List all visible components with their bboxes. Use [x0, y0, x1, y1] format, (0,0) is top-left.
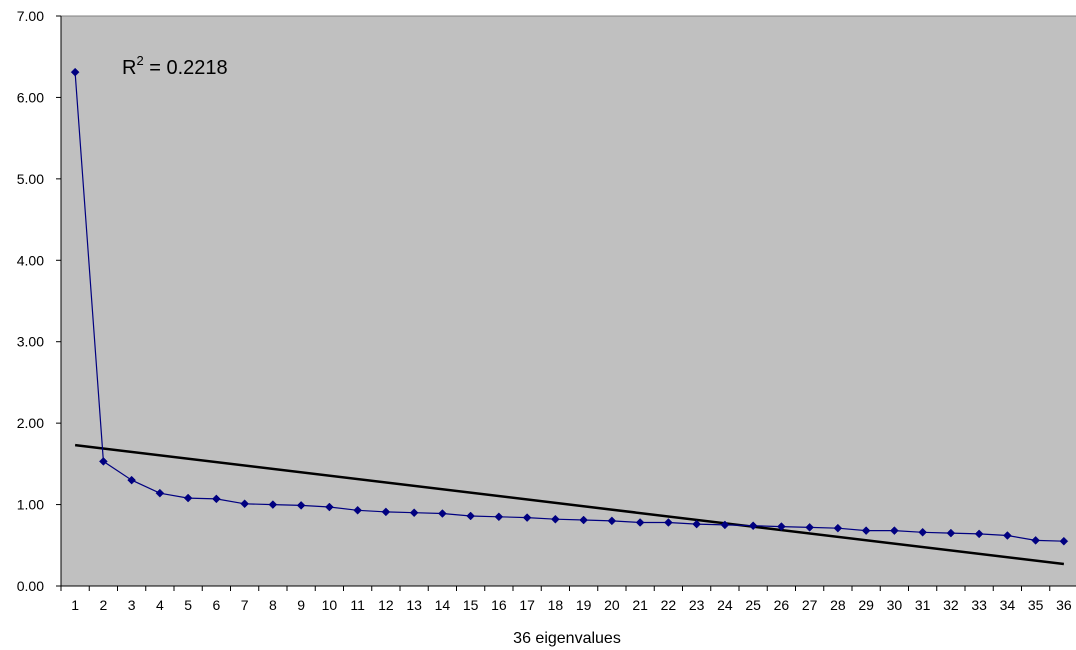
data-point-marker	[381, 507, 391, 517]
data-point-marker	[127, 475, 136, 485]
x-tick-label: 15	[463, 597, 479, 613]
x-tick-label: 3	[128, 597, 136, 613]
data-point-marker	[720, 520, 730, 530]
plot-area	[60, 15, 1076, 587]
series-line	[74, 72, 1064, 542]
data-point-marker	[70, 67, 80, 77]
r-squared-prefix: R	[122, 57, 136, 79]
x-tick-label: 19	[576, 597, 592, 613]
x-tick-label: 35	[1028, 597, 1044, 613]
data-point-marker	[325, 502, 334, 512]
data-point-marker	[522, 513, 532, 522]
data-point-marker	[353, 505, 362, 515]
data-point-marker	[918, 527, 927, 537]
data-point-marker	[183, 493, 193, 503]
y-tick-label: 4.00	[17, 252, 44, 268]
r-squared-value: = 0.2218	[144, 57, 228, 79]
series-layer	[70, 67, 1069, 546]
x-tick-label: 22	[661, 597, 677, 613]
x-tick-label: 32	[943, 597, 959, 613]
trendline-layer	[74, 443, 1065, 566]
data-point-marker	[1031, 536, 1040, 545]
y-tick-label: 6.00	[17, 89, 44, 105]
data-point-marker	[99, 457, 108, 466]
x-tick-label: 18	[548, 597, 564, 613]
data-point-marker	[833, 523, 843, 533]
x-tick-label: 9	[297, 597, 305, 613]
x-tick-label: 27	[802, 597, 818, 613]
y-tick-label: 1.00	[17, 497, 44, 513]
x-tick-label: 16	[491, 597, 507, 613]
data-point-marker	[777, 522, 786, 531]
data-point-marker	[635, 518, 645, 527]
r-squared-annotation: R2 = 0.2218	[122, 53, 228, 79]
x-tick-label: 8	[269, 597, 277, 613]
data-point-marker	[579, 515, 588, 525]
y-tick-label: 5.00	[17, 171, 44, 187]
data-point-marker	[212, 494, 221, 504]
data-point-marker	[692, 519, 701, 529]
data-point-marker	[974, 529, 984, 539]
r-squared-superscript: 2	[136, 53, 143, 68]
x-axis: 1 2 3 4 5 6 7 8 9 10 11 12 13 14 15 16 17 18 19 20 21 22 23 24 2…	[60, 585, 1076, 613]
x-tick-label: 13	[406, 597, 422, 613]
data-point-marker	[946, 528, 956, 538]
x-tick-label: 23	[689, 597, 705, 613]
x-tick-label: 26	[774, 597, 790, 613]
x-tick-label: 34	[1000, 597, 1016, 613]
x-tick-label: 33	[971, 597, 987, 613]
y-axis: 0.00 1.00 2.00 3.00 4.00 5.00 6.00 7.00	[17, 8, 62, 594]
x-tick-label: 29	[858, 597, 874, 613]
x-tick-label: 14	[435, 597, 451, 613]
data-point-marker	[551, 514, 560, 524]
data-point-marker	[805, 523, 814, 532]
data-point-marker	[296, 501, 306, 510]
data-point-marker	[1003, 531, 1012, 540]
data-point-marker	[409, 508, 419, 518]
data-point-marker	[861, 526, 871, 535]
data-point-marker	[466, 511, 475, 521]
x-tick-label: 17	[519, 597, 535, 613]
x-tick-label: 36	[1056, 597, 1072, 613]
x-tick-label: 24	[717, 597, 733, 613]
data-point-marker	[748, 521, 758, 531]
linear-trendline	[74, 443, 1065, 566]
x-tick-label: 11	[350, 597, 365, 613]
data-point-marker	[240, 499, 249, 509]
x-tick-label: 4	[156, 597, 164, 613]
x-tick-label: 7	[241, 597, 249, 613]
data-point-marker	[607, 516, 617, 526]
x-tick-label: 28	[830, 597, 846, 613]
data-point-marker	[155, 488, 165, 498]
data-point-marker	[438, 509, 447, 518]
x-tick-label: 21	[632, 597, 648, 613]
x-tick-label: 30	[887, 597, 903, 613]
y-tick-label: 7.00	[17, 8, 44, 24]
y-tick-label: 0.00	[17, 578, 44, 594]
data-point-marker	[890, 526, 899, 535]
x-tick-label: 31	[915, 597, 931, 613]
y-tick-label: 3.00	[17, 334, 44, 350]
x-tick-label: 10	[322, 597, 338, 613]
x-tick-label: 25	[745, 597, 761, 613]
data-point-marker	[1059, 536, 1069, 546]
x-axis-title: 36 eigenvalues	[513, 630, 621, 647]
data-point-marker	[494, 512, 504, 522]
x-tick-label: 12	[378, 597, 394, 613]
x-tick-label: 1	[71, 597, 79, 613]
x-tick-label: 2	[99, 597, 107, 613]
x-tick-label: 5	[184, 597, 192, 613]
data-point-marker	[268, 500, 278, 509]
y-tick-label: 2.00	[17, 415, 44, 431]
x-tick-label: 20	[604, 597, 620, 613]
x-tick-label: 6	[212, 597, 220, 613]
data-point-marker	[664, 518, 673, 527]
